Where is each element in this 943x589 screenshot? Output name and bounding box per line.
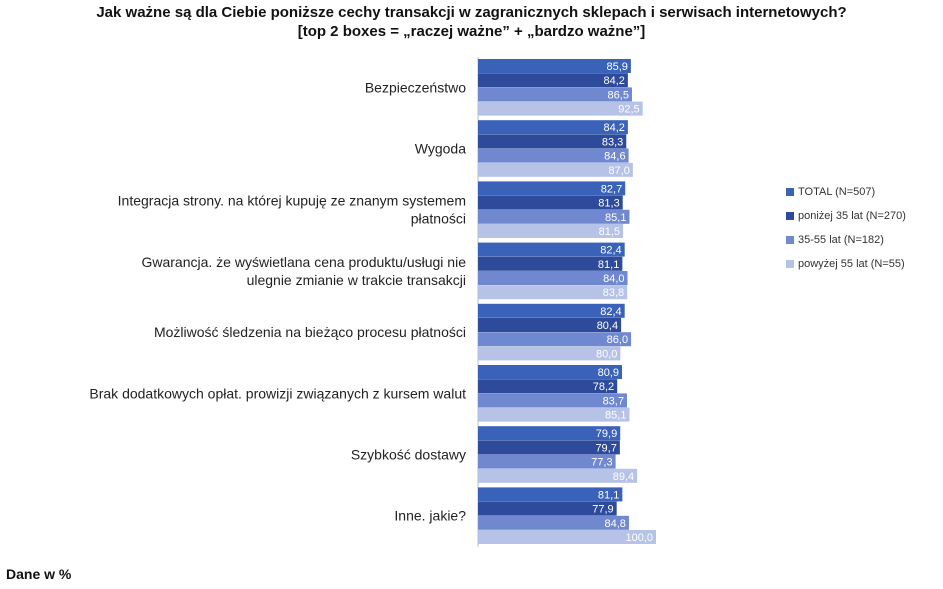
legend-item: 35-55 lat (N=182) [786,228,906,252]
data-label: 82,4 [600,306,621,318]
bar [478,332,632,347]
data-label: 83,3 [602,136,623,148]
bar [478,426,621,441]
data-label: 84,2 [603,75,624,87]
legend-swatch [786,188,794,196]
data-label: 89,4 [613,471,634,483]
category-label: Bezpieczeństwo [365,79,466,95]
data-label: 81,5 [599,226,620,238]
bar [478,271,628,285]
bar [478,87,632,102]
data-label: 86,5 [608,89,629,101]
bar [478,195,623,210]
data-label: 77,3 [591,457,612,469]
bar [478,224,624,238]
data-label: 80,0 [596,348,617,360]
bar [478,454,616,469]
legend-swatch [786,260,794,268]
bar [478,73,628,88]
bar [478,501,617,516]
data-label: 80,4 [597,320,618,332]
category-label: Brak dodatkowych opłat. prowizji związan… [89,385,466,401]
bar [478,407,630,422]
data-label: 83,8 [603,287,624,299]
bar [478,120,628,135]
bar [478,134,627,149]
category-label: Gwarancja. że wyświetlana cena produktu/… [141,254,466,288]
data-label: 84,8 [605,518,626,530]
bar [478,487,623,502]
bar [478,393,627,408]
data-label: 84,2 [603,122,624,134]
data-label: 92,5 [618,104,639,116]
category-label: Możliwość śledzenia na bieżąco procesu p… [154,324,466,340]
data-label: 83,7 [603,395,624,407]
category-label: Integracja strony. na której kupuję ze z… [118,193,466,227]
legend: TOTAL (N=507) poniżej 35 lat (N=270) 35-55… [786,180,906,276]
legend-item: powyżej 55 lat (N=55) [786,252,906,276]
data-label: 79,7 [595,442,616,454]
legend-label: powyżej 55 lat (N=55) [798,258,905,270]
data-label: 77,9 [592,504,613,516]
legend-label: TOTAL (N=507) [798,186,876,198]
data-label: 84,6 [604,151,625,163]
bar [478,468,638,483]
data-label: 81,1 [598,489,619,501]
bar [478,530,656,544]
category-label: Szybkość dostawy [351,447,466,463]
chart-title: Jak ważne są dla Ciebie poniższe cechy t… [96,4,847,21]
bar [478,515,629,530]
footer-note: Dane w % [6,566,72,582]
bar [478,181,626,196]
bar [478,440,620,455]
bar [478,162,633,177]
data-label: 78,2 [593,381,614,393]
bar [478,101,643,116]
bar [478,209,630,224]
data-label: 79,9 [596,428,617,440]
legend-item: poniżej 35 lat (N=270) [786,204,906,228]
data-label: 82,4 [600,245,621,257]
legend-swatch [786,212,794,220]
category-label: Inne. jakie? [394,508,466,524]
bar [478,242,625,257]
data-label: 82,7 [601,183,622,195]
data-label: 85,9 [606,61,627,73]
legend-label: 35-55 lat (N=182) [798,234,884,246]
bar [478,59,631,73]
data-label: 84,0 [603,273,624,285]
data-label: 100,0 [625,532,653,544]
legend-item: TOTAL (N=507) [786,180,906,204]
bar [478,346,621,361]
category-label: Wygoda [415,141,466,157]
bar-chart: Bezpieczeństwo 85,9 84,2 86,5 92,5 Wygoda 84,2… [89,57,656,547]
data-label: 85,1 [605,212,626,224]
bar [478,318,622,332]
bar [478,379,618,394]
data-label: 81,1 [598,259,619,271]
bar [478,148,629,163]
data-label: 81,3 [598,198,619,210]
bar [478,365,623,379]
data-label: 85,1 [605,410,626,422]
legend-label: poniżej 35 lat (N=270) [798,210,906,222]
data-label: 80,9 [598,367,619,379]
bar [478,285,628,300]
legend-swatch [786,236,794,244]
data-label: 86,0 [607,334,628,346]
data-label: 87,0 [608,165,629,177]
bar [478,303,625,318]
bar [478,256,623,271]
chart-subtitle: [top 2 boxes = „raczej ważne” + „bardzo … [297,23,646,40]
